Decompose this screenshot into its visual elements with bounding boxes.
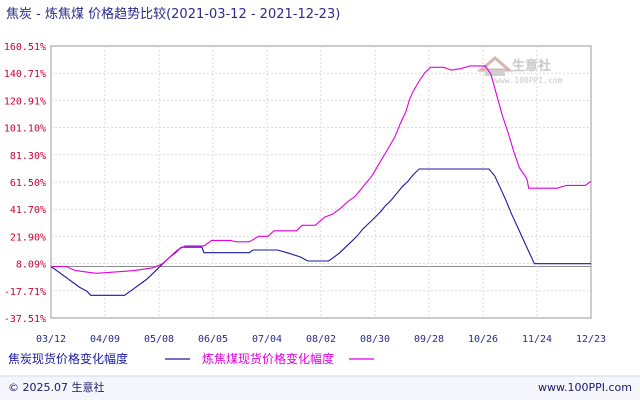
y-tick-label: 120.91% bbox=[4, 96, 46, 107]
x-tick-label: 08/30 bbox=[360, 334, 390, 345]
y-tick-label: 81.30% bbox=[10, 151, 46, 162]
legend-label-coking-coal: 炼焦煤现货价格变化幅度 bbox=[202, 351, 334, 366]
x-axis-ticks: 03/12 04/09 05/08 06/05 07/04 08/02 08/30 09/28… bbox=[36, 334, 606, 345]
y-tick-label: -17.71% bbox=[4, 287, 46, 298]
x-tick-label: 06/05 bbox=[198, 334, 228, 345]
x-tick-label: 05/08 bbox=[144, 334, 174, 345]
x-tick-label: 07/04 bbox=[252, 334, 282, 345]
x-tick-label: 03/12 bbox=[36, 334, 66, 345]
y-tick-label: 101.10% bbox=[4, 124, 46, 135]
y-tick-label: 160.51% bbox=[4, 42, 46, 53]
chart-title-main: 焦炭 - 炼焦煤 价格趋势比较 bbox=[6, 6, 166, 22]
y-tick-label: 21.90% bbox=[10, 232, 46, 243]
chart-title: 焦炭 - 炼焦煤 价格趋势比较(2021-03-12 - 2021-12-23) bbox=[6, 6, 340, 22]
y-tick-label: 8.09% bbox=[16, 260, 46, 271]
y-tick-label: -37.51% bbox=[4, 314, 46, 325]
footer-copyright: © 2025.07 生意社 bbox=[8, 380, 104, 394]
chart-date-range: (2021-03-12 - 2021-12-23) bbox=[166, 7, 340, 22]
y-tick-label: 41.70% bbox=[10, 205, 46, 216]
legend: 焦炭现货价格变化幅度 炼焦煤现货价格变化幅度 bbox=[8, 351, 374, 366]
y-tick-label: 61.50% bbox=[10, 178, 46, 189]
x-tick-label: 09/28 bbox=[414, 334, 444, 345]
x-tick-label: 04/09 bbox=[90, 334, 120, 345]
watermark-url: www.100PPI.com bbox=[495, 76, 563, 85]
x-tick-label: 10/26 bbox=[468, 334, 498, 345]
y-tick-label: 140.71% bbox=[4, 69, 46, 80]
x-tick-label: 11/24 bbox=[522, 334, 552, 345]
x-tick-label: 12/23 bbox=[576, 334, 606, 345]
x-tick-label: 08/02 bbox=[306, 334, 336, 345]
footer-url: www.100PPI.com bbox=[538, 381, 632, 394]
y-axis-ticks: 160.51% 140.71% 120.91% 101.10% 81.30% 61.50%… bbox=[4, 42, 46, 325]
legend-label-coke: 焦炭现货价格变化幅度 bbox=[8, 351, 128, 366]
watermark-name: 生意社 bbox=[512, 58, 551, 74]
